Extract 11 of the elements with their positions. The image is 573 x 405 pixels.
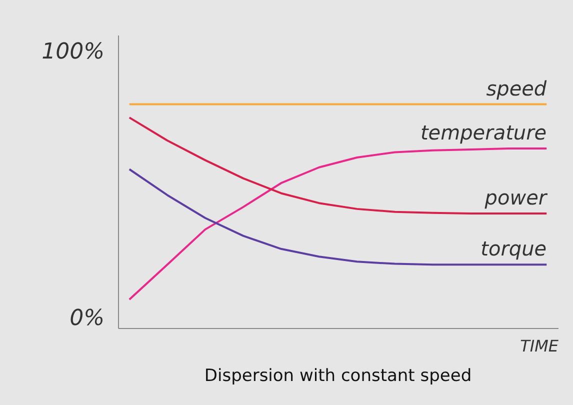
line-series [128,147,548,300]
series-label: speed [486,76,547,100]
series-label: temperature [420,120,547,144]
line-series [128,116,548,214]
text: Dispersion with constant speed [204,366,472,386]
x-axis-title: TIME [520,336,560,356]
series-label: power [484,185,548,210]
series-label: torque [480,236,547,261]
y-tick-label: 0% [70,306,104,331]
y-tick-label: 100% [42,39,104,64]
line-series [128,168,548,266]
